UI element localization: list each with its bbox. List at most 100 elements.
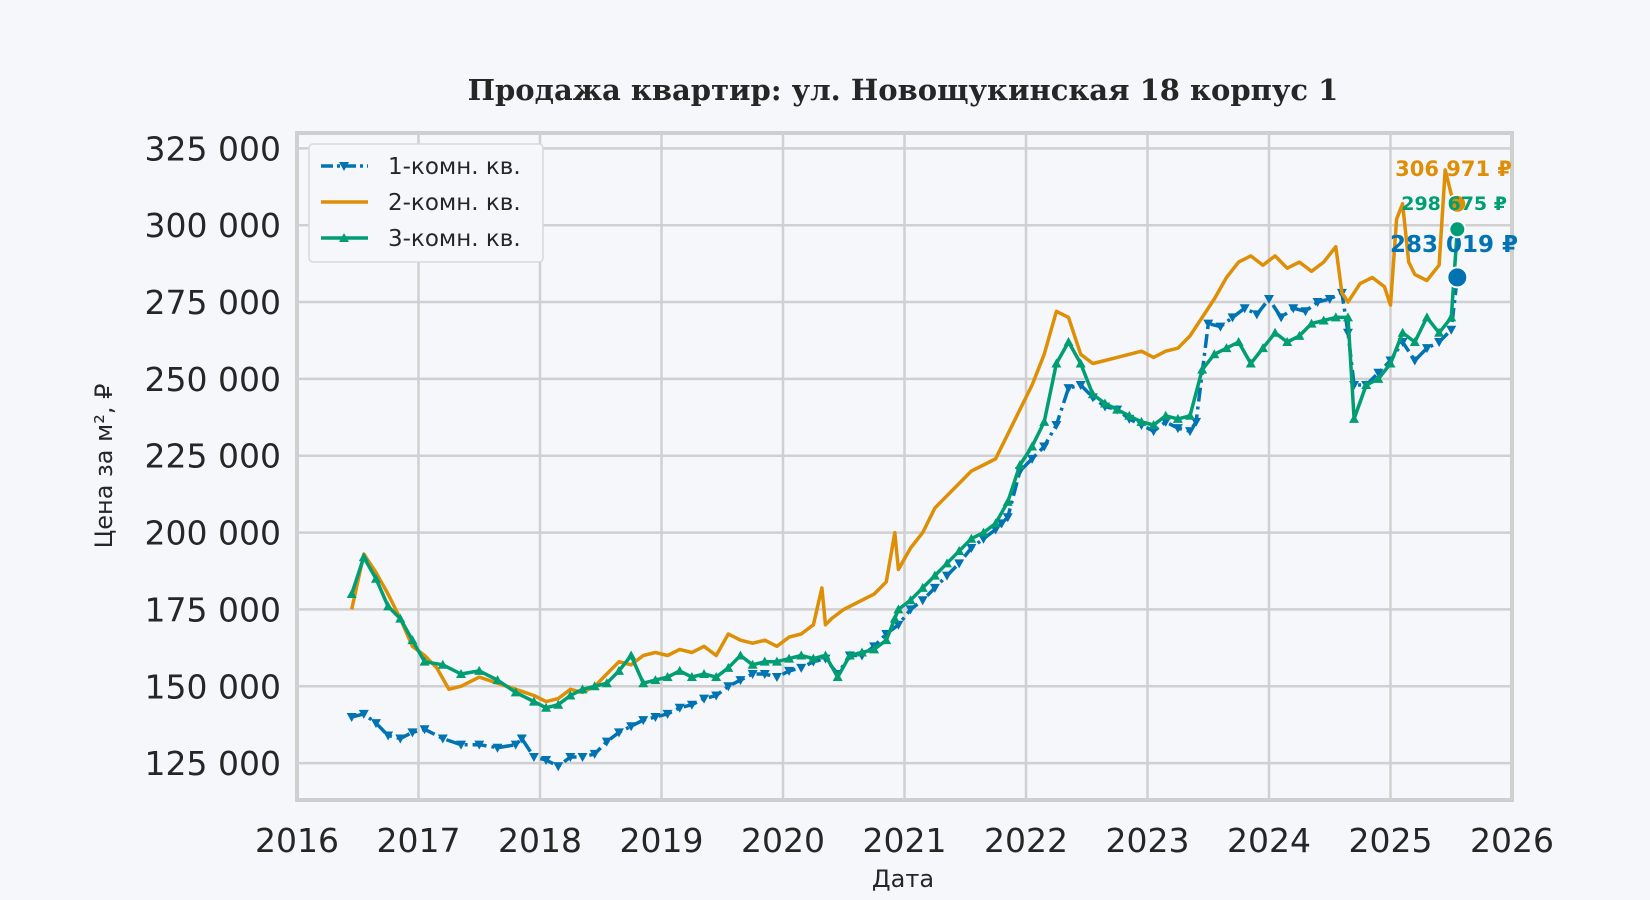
y-tick-label: 250 000	[145, 360, 281, 399]
data-point	[1099, 398, 1110, 408]
data-point	[510, 687, 521, 697]
data-point	[990, 525, 1001, 535]
data-point	[589, 749, 600, 759]
data-point	[474, 665, 485, 675]
data-point	[383, 601, 394, 611]
data-point	[759, 669, 770, 679]
data-point	[528, 752, 539, 762]
y-tick-label: 300 000	[145, 206, 281, 245]
data-point	[1227, 313, 1238, 323]
data-point	[1185, 410, 1196, 420]
data-point	[407, 635, 418, 645]
series-layer	[346, 168, 1463, 772]
data-point	[1446, 325, 1457, 335]
x-tick-label: 2022	[984, 821, 1068, 860]
data-point	[1409, 337, 1420, 347]
y-tick-label: 150 000	[145, 667, 281, 706]
data-point	[784, 653, 795, 663]
data-point	[650, 675, 661, 685]
data-point	[528, 696, 539, 706]
data-point	[881, 635, 892, 645]
data-point	[662, 672, 673, 682]
data-point	[662, 709, 673, 719]
data-point	[1112, 404, 1123, 414]
data-point	[771, 656, 782, 666]
data-point	[990, 518, 1001, 528]
data-point	[1312, 298, 1323, 308]
end-value-label-3: 298 675 ₽	[1401, 193, 1507, 215]
data-point	[1124, 410, 1135, 420]
data-point	[723, 682, 734, 692]
data-point	[1264, 294, 1274, 304]
data-point	[577, 684, 588, 694]
y-tick-label: 200 000	[145, 514, 281, 553]
data-point	[1318, 315, 1329, 325]
data-point	[929, 570, 940, 580]
data-point	[650, 713, 661, 723]
data-point	[674, 703, 685, 713]
data-point	[796, 650, 807, 660]
data-point	[1002, 496, 1013, 506]
data-point	[1257, 343, 1268, 353]
data-point	[492, 675, 503, 685]
data-point	[917, 596, 928, 606]
data-point	[419, 656, 430, 666]
data-point	[856, 647, 867, 657]
data-point	[565, 690, 576, 700]
end-value-label-2: 306 971 ₽	[1395, 157, 1512, 181]
end-point-3	[1448, 220, 1467, 239]
legend-items: 1-комн. кв. 2-комн. кв. 3-комн. кв.	[321, 154, 521, 252]
data-point	[1373, 368, 1384, 378]
data-point	[370, 573, 381, 583]
data-point	[1342, 312, 1353, 322]
data-point	[601, 737, 612, 747]
data-point	[553, 699, 564, 709]
data-point	[1421, 344, 1432, 354]
data-point	[1197, 364, 1208, 374]
data-point	[1172, 413, 1183, 423]
data-point	[735, 676, 746, 686]
data-point	[699, 668, 710, 678]
data-point	[437, 659, 448, 669]
y-tick-label: 325 000	[145, 129, 281, 168]
y-tick-label: 125 000	[145, 744, 281, 783]
data-point	[589, 681, 600, 691]
data-point	[759, 656, 770, 666]
data-point	[577, 752, 588, 762]
data-point	[1014, 459, 1025, 469]
x-tick-label: 2025	[1349, 821, 1433, 860]
data-point	[638, 678, 649, 688]
x-tick-label: 2016	[255, 821, 339, 860]
data-point	[954, 546, 965, 556]
data-point	[869, 644, 880, 654]
data-point	[1245, 358, 1256, 368]
y-tick-label: 275 000	[145, 283, 281, 322]
data-point	[1027, 441, 1038, 451]
data-point	[808, 653, 819, 663]
data-point	[674, 665, 685, 675]
data-point	[1349, 413, 1360, 423]
data-point	[796, 663, 807, 673]
data-point	[978, 527, 989, 537]
x-tick-label: 2024	[1227, 821, 1311, 860]
data-point	[1276, 313, 1287, 323]
data-point	[1221, 343, 1232, 353]
data-point	[358, 709, 369, 719]
data-point	[723, 662, 734, 672]
data-point	[893, 620, 904, 630]
data-point	[613, 665, 624, 675]
data-point	[456, 740, 467, 750]
data-point	[1087, 389, 1098, 399]
data-point	[516, 734, 527, 744]
data-point	[1051, 421, 1062, 431]
data-point	[1409, 356, 1420, 366]
data-point	[1251, 310, 1262, 320]
data-point	[1294, 330, 1305, 340]
data-point	[917, 582, 928, 592]
data-point	[1215, 322, 1226, 332]
data-point	[996, 519, 1007, 529]
data-point	[626, 650, 637, 660]
data-point	[1185, 427, 1196, 437]
data-point	[346, 713, 357, 723]
data-point	[565, 752, 576, 762]
